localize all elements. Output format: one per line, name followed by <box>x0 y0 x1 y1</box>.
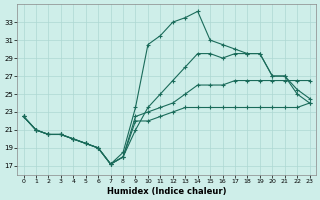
X-axis label: Humidex (Indice chaleur): Humidex (Indice chaleur) <box>107 187 226 196</box>
